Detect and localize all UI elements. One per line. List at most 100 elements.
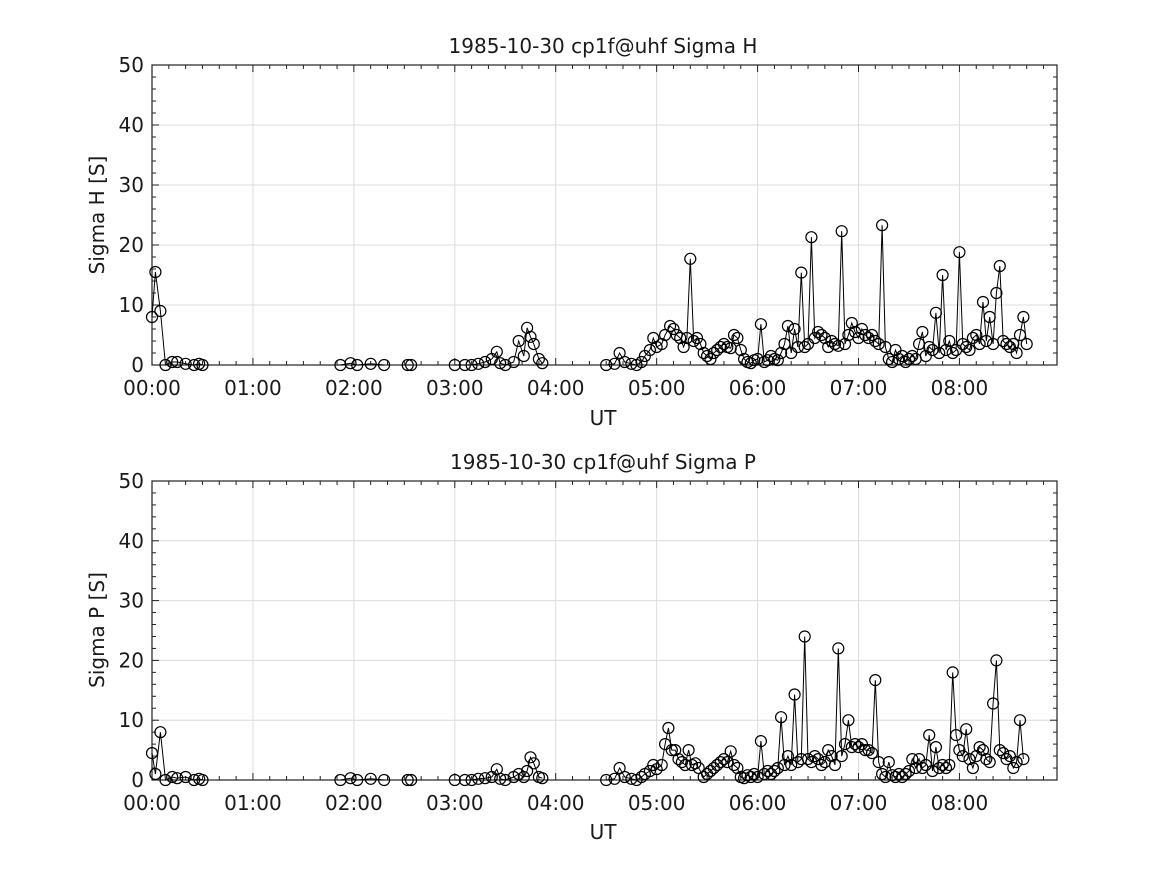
y-axis-label: Sigma P [S] [85,572,109,688]
data-point [527,757,540,770]
data-point [923,728,936,742]
data-point [737,352,751,366]
data-point [697,346,710,360]
data-point [149,767,162,781]
data-point [1017,310,1030,324]
x-tick-label: 00:00 [123,791,181,815]
y-tick-label: 40 [119,113,144,137]
data-point [832,642,845,655]
data-point [724,745,737,758]
data-point [667,322,680,336]
data-point [976,743,990,757]
data-point [536,772,549,785]
data-point [734,343,747,357]
data-point [896,349,909,363]
ticks: 00:00 01:00 02:00 03:00 04:00 05:00 06:00 07:00… [119,53,1057,400]
data-point [822,340,835,354]
data-point [768,764,781,778]
data-point [405,358,418,372]
data-point [448,358,461,372]
data-point [687,334,700,348]
data-point [953,743,966,757]
data-point [196,773,209,787]
data-point [1007,337,1020,351]
data-point [600,773,613,787]
data-point [785,346,798,360]
x-tick-label: 04:00 [527,376,585,400]
data-point [700,349,714,363]
data-point [855,737,869,751]
data-point [727,328,741,342]
data-point [879,770,892,784]
data-point [980,752,993,766]
data-point [655,758,668,772]
data-point [727,758,741,772]
data-point [517,770,530,784]
data-point [527,337,540,351]
data-point [896,770,909,784]
data-point [963,752,976,766]
data-point [923,340,936,354]
x-tick-label: 08:00 [931,376,989,400]
data-point [818,331,832,345]
data-point [613,346,626,360]
data-point [179,357,192,370]
data-point [405,773,418,787]
data-point [643,764,657,778]
data-point [902,352,916,366]
data-point [154,304,167,318]
data-point [517,349,530,363]
data-point [494,357,507,370]
data-point [401,358,414,372]
data-point [956,749,969,763]
data-point [774,346,788,360]
data-point [990,654,1003,667]
data-point [524,330,537,343]
data-point [721,755,734,769]
data-point [781,319,795,333]
data-point [902,764,916,778]
data-point [899,767,912,781]
y-tick-label: 20 [119,648,144,672]
data-point [166,355,179,369]
data-point [956,337,969,351]
data-point [788,322,801,336]
data-point [662,721,675,735]
data-point [872,337,885,351]
data-point [166,770,179,784]
data-point [684,252,697,265]
y-tick-label: 40 [119,529,144,553]
data-point [1013,328,1027,342]
data-point [1000,337,1013,351]
y-tick-label: 30 [119,173,144,197]
y-tick-label: 0 [131,768,144,792]
data-point [714,755,727,769]
data-point [936,268,949,282]
data-point [751,352,764,366]
data-point [524,751,537,764]
data-point [1003,340,1017,354]
data-point [499,773,512,787]
data-point [939,761,953,775]
data-point [848,737,862,751]
data-point [731,761,744,775]
data-point [785,758,798,772]
data-point [692,761,705,775]
y-tick-label: 50 [119,53,144,77]
data-point [919,758,932,772]
data-point [815,328,828,342]
data-point [344,772,357,785]
y-tick-label: 30 [119,589,144,613]
data-point [658,328,672,342]
data-point [647,331,660,345]
data-point [364,357,377,370]
data-point [869,334,882,348]
x-tick-label: 00:00 [123,376,181,400]
data-point [966,331,980,345]
ticks: 00:00 01:00 02:00 03:00 04:00 05:00 06:00 07:00… [119,469,1057,815]
data-point [512,334,525,348]
data-point [929,740,943,754]
data-point [378,773,391,787]
data-point [771,354,784,367]
